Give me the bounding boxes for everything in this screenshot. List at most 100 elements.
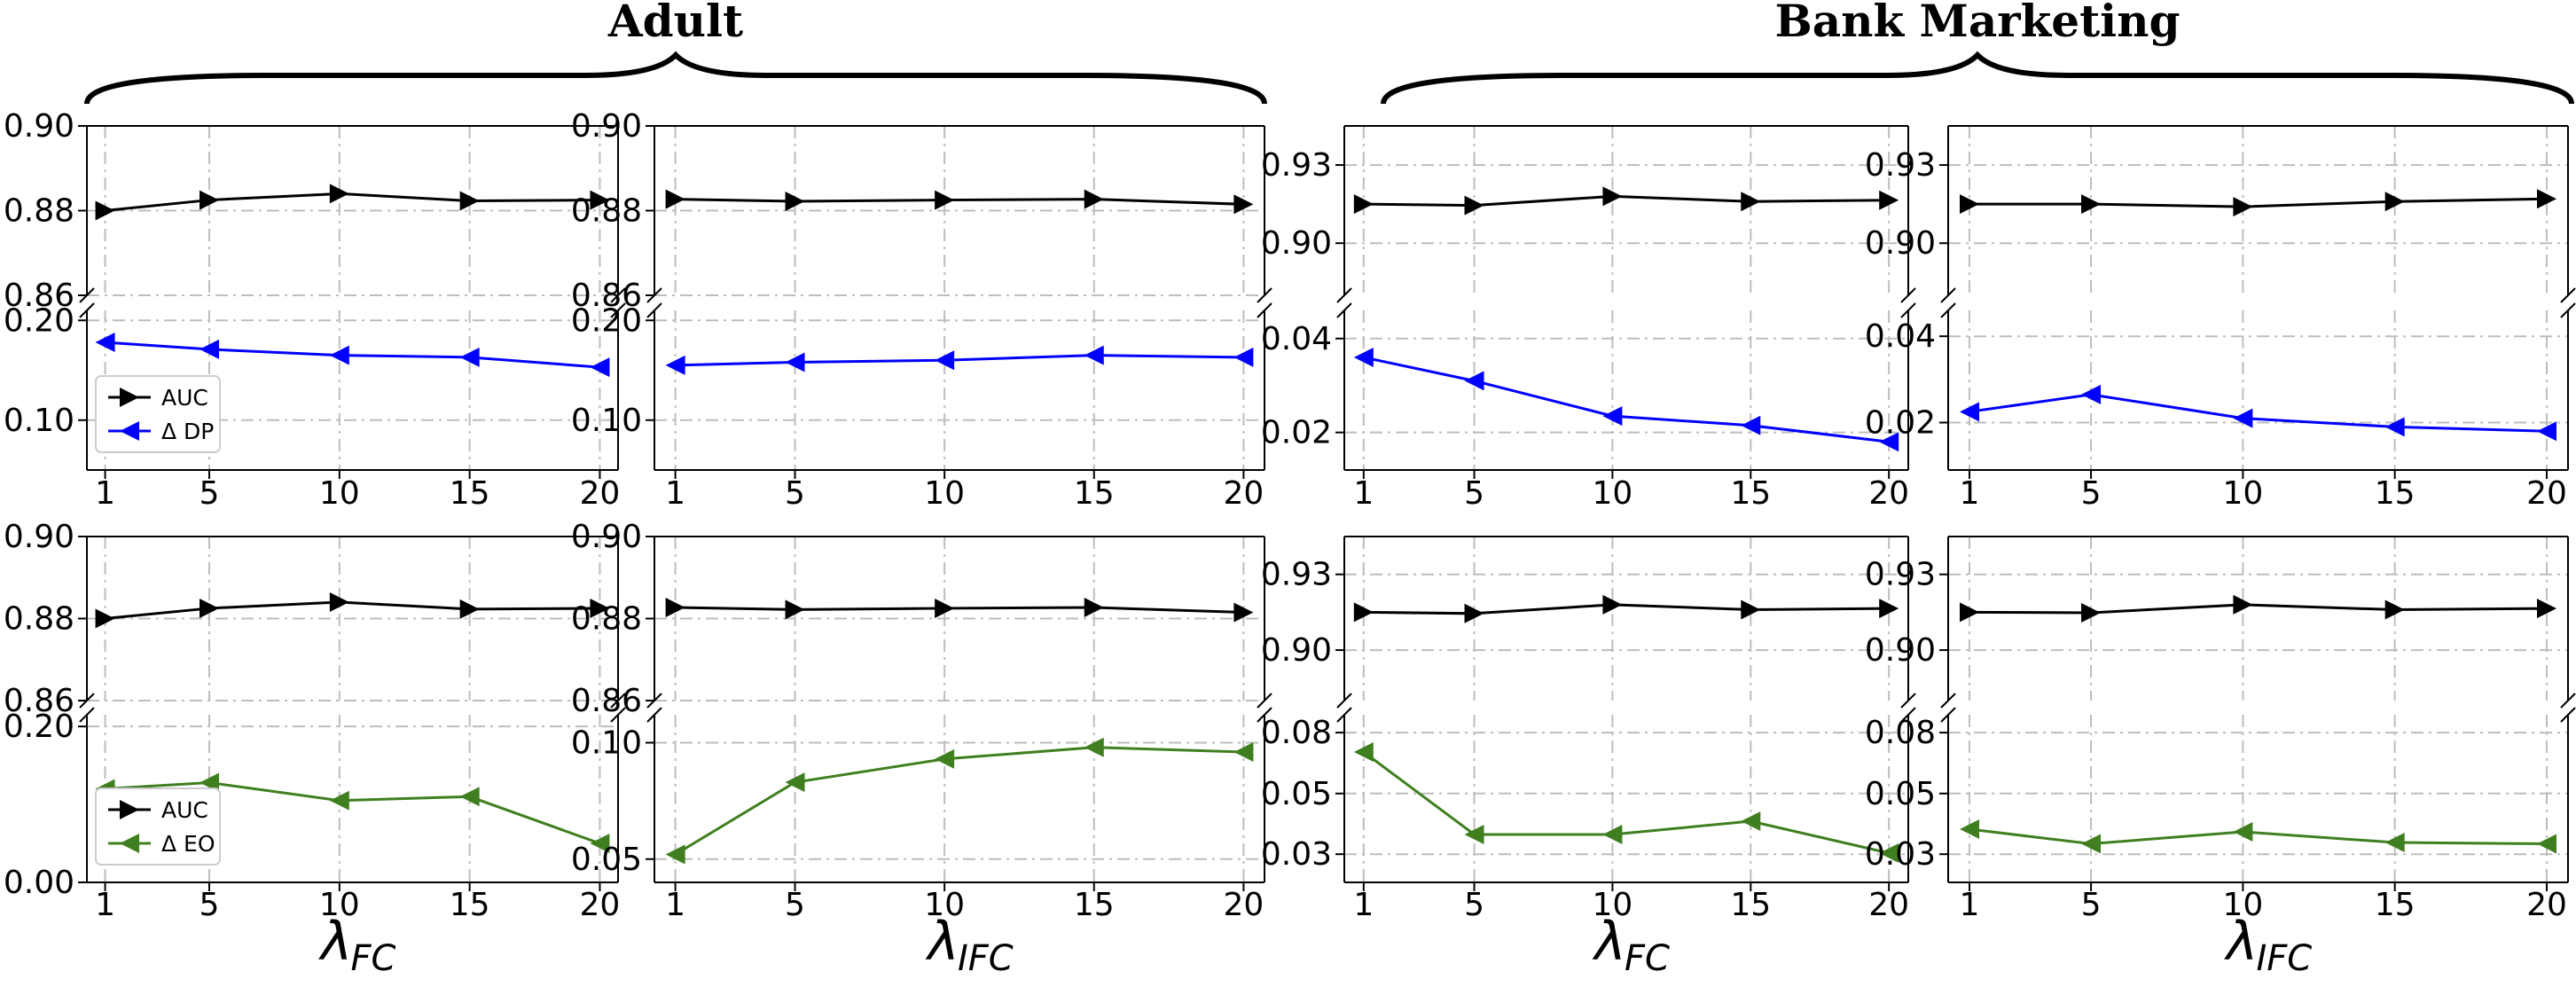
panel-4-auc-ytick-label-2: 0.90 (4, 519, 74, 555)
panel-3-xtick-label-3: 15 (2375, 475, 2415, 512)
panel-4-legend-label-0: AUC (161, 797, 208, 823)
panel-2-auc-point-4 (1879, 190, 1899, 210)
panel-1-auc-ytick-label-1: 0.88 (571, 193, 642, 230)
panel-3-fair-ytick-label-0: 0.02 (1865, 404, 1936, 441)
panel-0-fair-ytick-label-0: 0.10 (4, 403, 74, 439)
panel-7-xlabel: λ (2224, 911, 2259, 973)
panel-0-axis-break-0 (79, 287, 95, 303)
panel-1-auc-point-3 (1084, 189, 1104, 209)
panel-5-fair-point-0 (665, 844, 685, 865)
panel-1-auc-point-0 (665, 189, 685, 209)
panel-5-auc-point-1 (785, 599, 805, 620)
panel-1-axis-break-2 (646, 302, 662, 318)
panel-4-legend: AUC Δ EO (95, 787, 221, 866)
panel-0-xtick-label-0: 1 (95, 475, 115, 512)
panel-6-auc-point-0 (1353, 602, 1374, 623)
panel-0-auc-ytick-label-0: 0.86 (4, 278, 74, 314)
panel-2-fair-ytick-label-0: 0.02 (1261, 415, 1332, 451)
panel-1-fair-point-2 (935, 350, 955, 371)
panel-3-auc-series-line (1969, 197, 2548, 208)
panel-1-fair-point-0 (665, 355, 685, 375)
panel-7-fair-ytick-label-1: 0.05 (1865, 776, 1936, 812)
panel-0-legend-marker-0 (120, 388, 139, 407)
panel-7-axis-break-1 (2560, 693, 2576, 709)
panel-2-xtick-label-3: 15 (1730, 475, 1771, 512)
panel-4-auc-point-3 (459, 599, 480, 619)
panel-0-axis-break-3 (610, 302, 626, 318)
panel-0-fair-point-2 (329, 345, 349, 365)
panel-5-fair-series-line (674, 746, 1244, 856)
panel-0-auc-point-2 (329, 184, 349, 204)
panel-4-fair-point-4 (590, 834, 610, 854)
panel-7-auc-ytick-label-1: 0.93 (1865, 557, 1936, 593)
panel-2-xtick-label-0: 1 (1353, 475, 1374, 512)
panel-3-axis-break-1 (2560, 287, 2576, 303)
panel-5-axis-break-3 (1257, 707, 1272, 723)
panel-0-xtick-label-4: 20 (580, 475, 621, 512)
panel-2-fair-point-4 (1879, 432, 1899, 452)
panel-3-auc-ytick-label-1: 0.93 (1865, 147, 1936, 184)
panel-2-axis-break-0 (1336, 287, 1352, 303)
panel-6-fair-ytick-label-0: 0.03 (1261, 836, 1332, 873)
panel-4-axis-break-0 (79, 693, 95, 709)
panel-5-xlabel: λ (925, 911, 959, 973)
panel-0-auc-point-4 (590, 190, 610, 210)
panel-6-fair-point-2 (1602, 825, 1623, 844)
panel-2-axis-break-3 (1900, 302, 1916, 318)
panel-6-fair-ytick-label-1: 0.05 (1261, 776, 1332, 812)
group-brace-adult (84, 51, 1267, 105)
panel-7-auc-series-line (1969, 603, 2548, 615)
panel-6-xtick-label-0: 1 (1353, 887, 1374, 923)
panel-4-xtick-label-4: 20 (580, 887, 621, 923)
panel-5-xlabel-sub: IFC (958, 938, 1014, 979)
panel-0-fair-point-3 (459, 347, 480, 367)
panel-2-auc-ytick-label-1: 0.93 (1261, 147, 1332, 184)
panel-6-auc-point-3 (1741, 599, 1761, 620)
panel-2-auc-point-1 (1464, 195, 1484, 215)
panel-4-legend-label-1: Δ EO (161, 831, 215, 857)
panel-4-legend-marker-1 (120, 834, 139, 853)
panel-6-auc-point-2 (1602, 594, 1623, 615)
panel-5-auc-ytick-label-0: 0.86 (571, 683, 642, 719)
panel-3-fair-point-0 (1959, 402, 1979, 422)
panel-4-xtick-label-1: 5 (200, 887, 220, 923)
panel-7-axis-break-0 (1940, 693, 1956, 709)
panel-5-axis-break-2 (646, 707, 662, 723)
panel-7-auc-point-1 (2081, 602, 2102, 623)
panel-2-fair-series-line (1363, 356, 1890, 443)
panel-1-fair-ytick-label-1: 0.20 (571, 302, 642, 339)
panel-1-fair-point-1 (785, 352, 805, 372)
panel-5-fair-ytick-label-1: 0.10 (571, 725, 642, 762)
panel-0-fair-ytick-label-1: 0.20 (4, 302, 74, 339)
panel-4-fair-ytick-label-0: 0.00 (4, 865, 74, 901)
panel-3-xtick-label-4: 20 (2526, 475, 2567, 512)
panel-0-axis-break-1 (610, 287, 626, 303)
panel-6-auc-ytick-label-0: 0.90 (1261, 632, 1332, 669)
panel-1-auc-ytick-label-0: 0.86 (571, 278, 642, 314)
panel-7-fair-point-2 (2233, 822, 2253, 842)
panel-4-axis-break-2 (79, 707, 95, 723)
panel-2-auc-ytick-label-0: 0.90 (1261, 225, 1332, 262)
panel-5-xtick-label-0: 1 (665, 887, 685, 923)
panel-7-xtick-label-0: 1 (1960, 887, 1980, 923)
panel-2-auc-point-2 (1602, 186, 1623, 207)
panel-0-legend-label-1: Δ DP (161, 419, 214, 444)
panel-2-xtick-label-1: 5 (1464, 475, 1484, 512)
panel-7-auc-point-2 (2233, 594, 2253, 615)
panel-6-auc-ytick-label-1: 0.93 (1261, 557, 1332, 593)
panel-4-auc-point-2 (329, 592, 349, 612)
panel-0-legend-label-0: AUC (161, 385, 208, 411)
panel-3-xtick-label-0: 1 (1960, 475, 1980, 512)
panel-1-axis-break-1 (1257, 287, 1272, 303)
panel-7-fair-series-line (1969, 827, 2548, 846)
panel-3-auc-point-1 (2081, 194, 2102, 215)
panel-1-fair-point-3 (1084, 345, 1104, 365)
panel-4-xtick-label-3: 15 (450, 887, 490, 923)
panel-3-fair-series-line (1969, 393, 2548, 433)
panel-7-xlabel-sub: IFC (2257, 938, 2313, 979)
panel-6-xlabel: λ (1592, 911, 1626, 973)
panel-5-axis-break-1 (1257, 693, 1272, 709)
panel-7-fair-point-1 (2081, 834, 2102, 854)
